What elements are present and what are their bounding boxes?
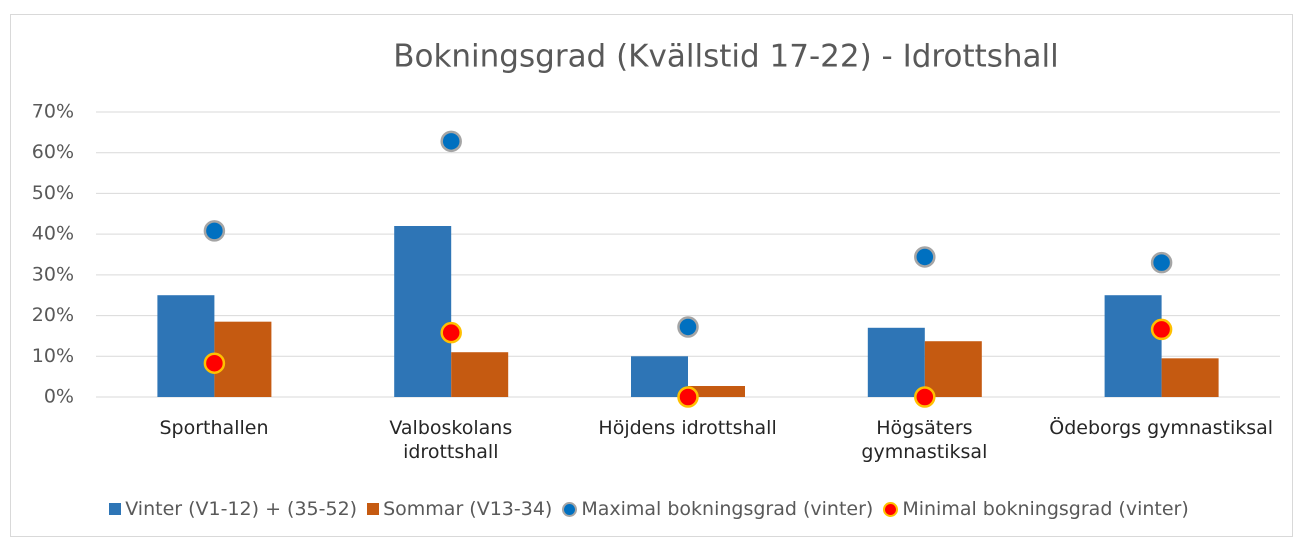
legend-label: Vinter (V1-12) + (35-52) xyxy=(125,498,358,520)
marker xyxy=(440,130,462,153)
bar xyxy=(1161,358,1219,397)
legend-item: Maximal bokningsgrad (vinter) xyxy=(562,498,873,520)
bar xyxy=(867,327,925,397)
legend-item: Minimal bokningsgrad (vinter) xyxy=(883,498,1189,520)
legend-swatch xyxy=(883,501,899,517)
x-tick-label: Högsäters gymnastiksal xyxy=(861,417,988,463)
bar xyxy=(1104,295,1162,397)
marker xyxy=(440,321,462,344)
y-tick-label: 10% xyxy=(32,345,74,367)
y-tick-label: 0% xyxy=(44,386,74,408)
legend-swatch xyxy=(109,503,122,515)
marker xyxy=(677,386,699,408)
chart-border xyxy=(10,14,1293,537)
y-tick-label: 50% xyxy=(32,182,74,204)
marker xyxy=(677,316,699,338)
x-tick-label: Valboskolans idrottshall xyxy=(389,417,513,463)
bar xyxy=(157,295,215,397)
legend-label: Maximal bokningsgrad (vinter) xyxy=(581,498,874,520)
x-tick-label: Sporthallen xyxy=(159,417,269,439)
legend-item: Sommar (V13-34) xyxy=(367,498,552,520)
x-tick-label: Höjdens idrottshall xyxy=(598,417,777,439)
marker xyxy=(203,352,226,374)
y-tick-label: 40% xyxy=(32,223,74,245)
bar xyxy=(451,352,509,397)
y-tick-label: 30% xyxy=(32,263,74,285)
legend: Vinter (V1-12) + (35-52) Sommar (V13-34) M… xyxy=(0,498,1298,520)
marker xyxy=(1150,318,1173,341)
legend-swatch xyxy=(367,503,380,515)
legend-swatch xyxy=(562,501,578,517)
bar xyxy=(631,356,688,397)
bar xyxy=(688,386,745,397)
y-tick-label: 20% xyxy=(32,304,74,326)
legend-label: Sommar (V13-34) xyxy=(383,498,553,520)
y-tick-label: 70% xyxy=(32,101,74,123)
bar xyxy=(394,226,452,397)
legend-label: Minimal bokningsgrad (vinter) xyxy=(902,498,1189,520)
marker xyxy=(203,220,226,242)
marker xyxy=(914,246,936,268)
chart-title: Bokningsgrad (Kvällstid 17-22) - Idrotts… xyxy=(393,39,1059,75)
y-tick-label: 60% xyxy=(32,141,74,163)
bar xyxy=(924,341,982,397)
legend-item: Vinter (V1-12) + (35-52) xyxy=(109,498,357,520)
marker xyxy=(1150,251,1173,274)
x-tick-label: Ödeborgs gymnastiksal xyxy=(1049,417,1274,439)
marker xyxy=(914,386,936,408)
